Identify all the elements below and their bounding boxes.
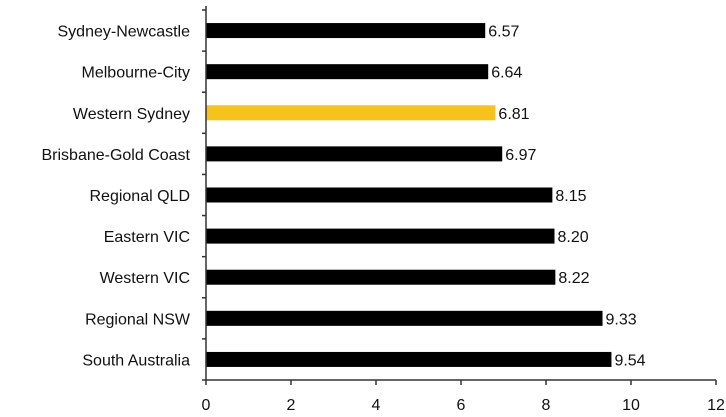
value-label: 6.97 [505, 147, 536, 164]
bar [206, 105, 496, 121]
bar [206, 23, 486, 39]
x-tick-label: 12 [707, 397, 725, 414]
bar [206, 310, 603, 326]
x-tick-label: 6 [457, 397, 466, 414]
category-label: Regional NSW [85, 311, 191, 328]
bar [206, 269, 556, 285]
bar [206, 64, 489, 80]
category-label: Regional QLD [90, 188, 191, 205]
category-label: Western Sydney [73, 106, 190, 123]
category-label: Sydney-Newcastle [58, 24, 191, 41]
category-label: Brisbane-Gold Coast [41, 147, 190, 164]
bar [206, 187, 553, 203]
category-labels-group: Sydney-Newcastle Melbourne-City Western Sy… [41, 24, 190, 370]
bar [206, 351, 612, 367]
category-label: Melbourne-City [82, 65, 190, 82]
category-label: South Australia [82, 352, 190, 369]
value-label: 6.64 [491, 65, 522, 82]
category-label: Western VIC [100, 270, 190, 287]
x-tick-label: 0 [202, 397, 211, 414]
value-label: 8.20 [558, 229, 589, 246]
x-tick-label: 8 [542, 397, 551, 414]
x-tick-label: 4 [372, 397, 381, 414]
value-labels-group: 6.57 6.64 6.81 6.97 8.15 8.20 8.22 9.33 9.54 [488, 24, 645, 370]
value-label: 6.57 [488, 24, 519, 41]
value-label: 8.22 [558, 270, 589, 287]
x-tick-label: 2 [287, 397, 296, 414]
bar [206, 228, 555, 244]
value-label: 9.54 [614, 352, 645, 369]
x-ticks-group: 0 2 4 6 8 10 12 [202, 380, 725, 414]
x-tick-label: 10 [622, 397, 640, 414]
value-label: 8.15 [555, 188, 586, 205]
value-label: 6.81 [498, 106, 529, 123]
bar [206, 146, 503, 162]
bars-group [206, 23, 612, 367]
value-label: 9.33 [606, 311, 637, 328]
category-label: Eastern VIC [104, 229, 190, 246]
